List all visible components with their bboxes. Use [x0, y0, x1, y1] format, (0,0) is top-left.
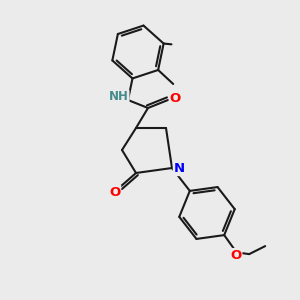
Text: N: N [173, 163, 184, 176]
Text: NH: NH [109, 91, 129, 103]
Text: O: O [110, 185, 121, 199]
Text: O: O [169, 92, 181, 104]
Text: O: O [231, 249, 242, 262]
